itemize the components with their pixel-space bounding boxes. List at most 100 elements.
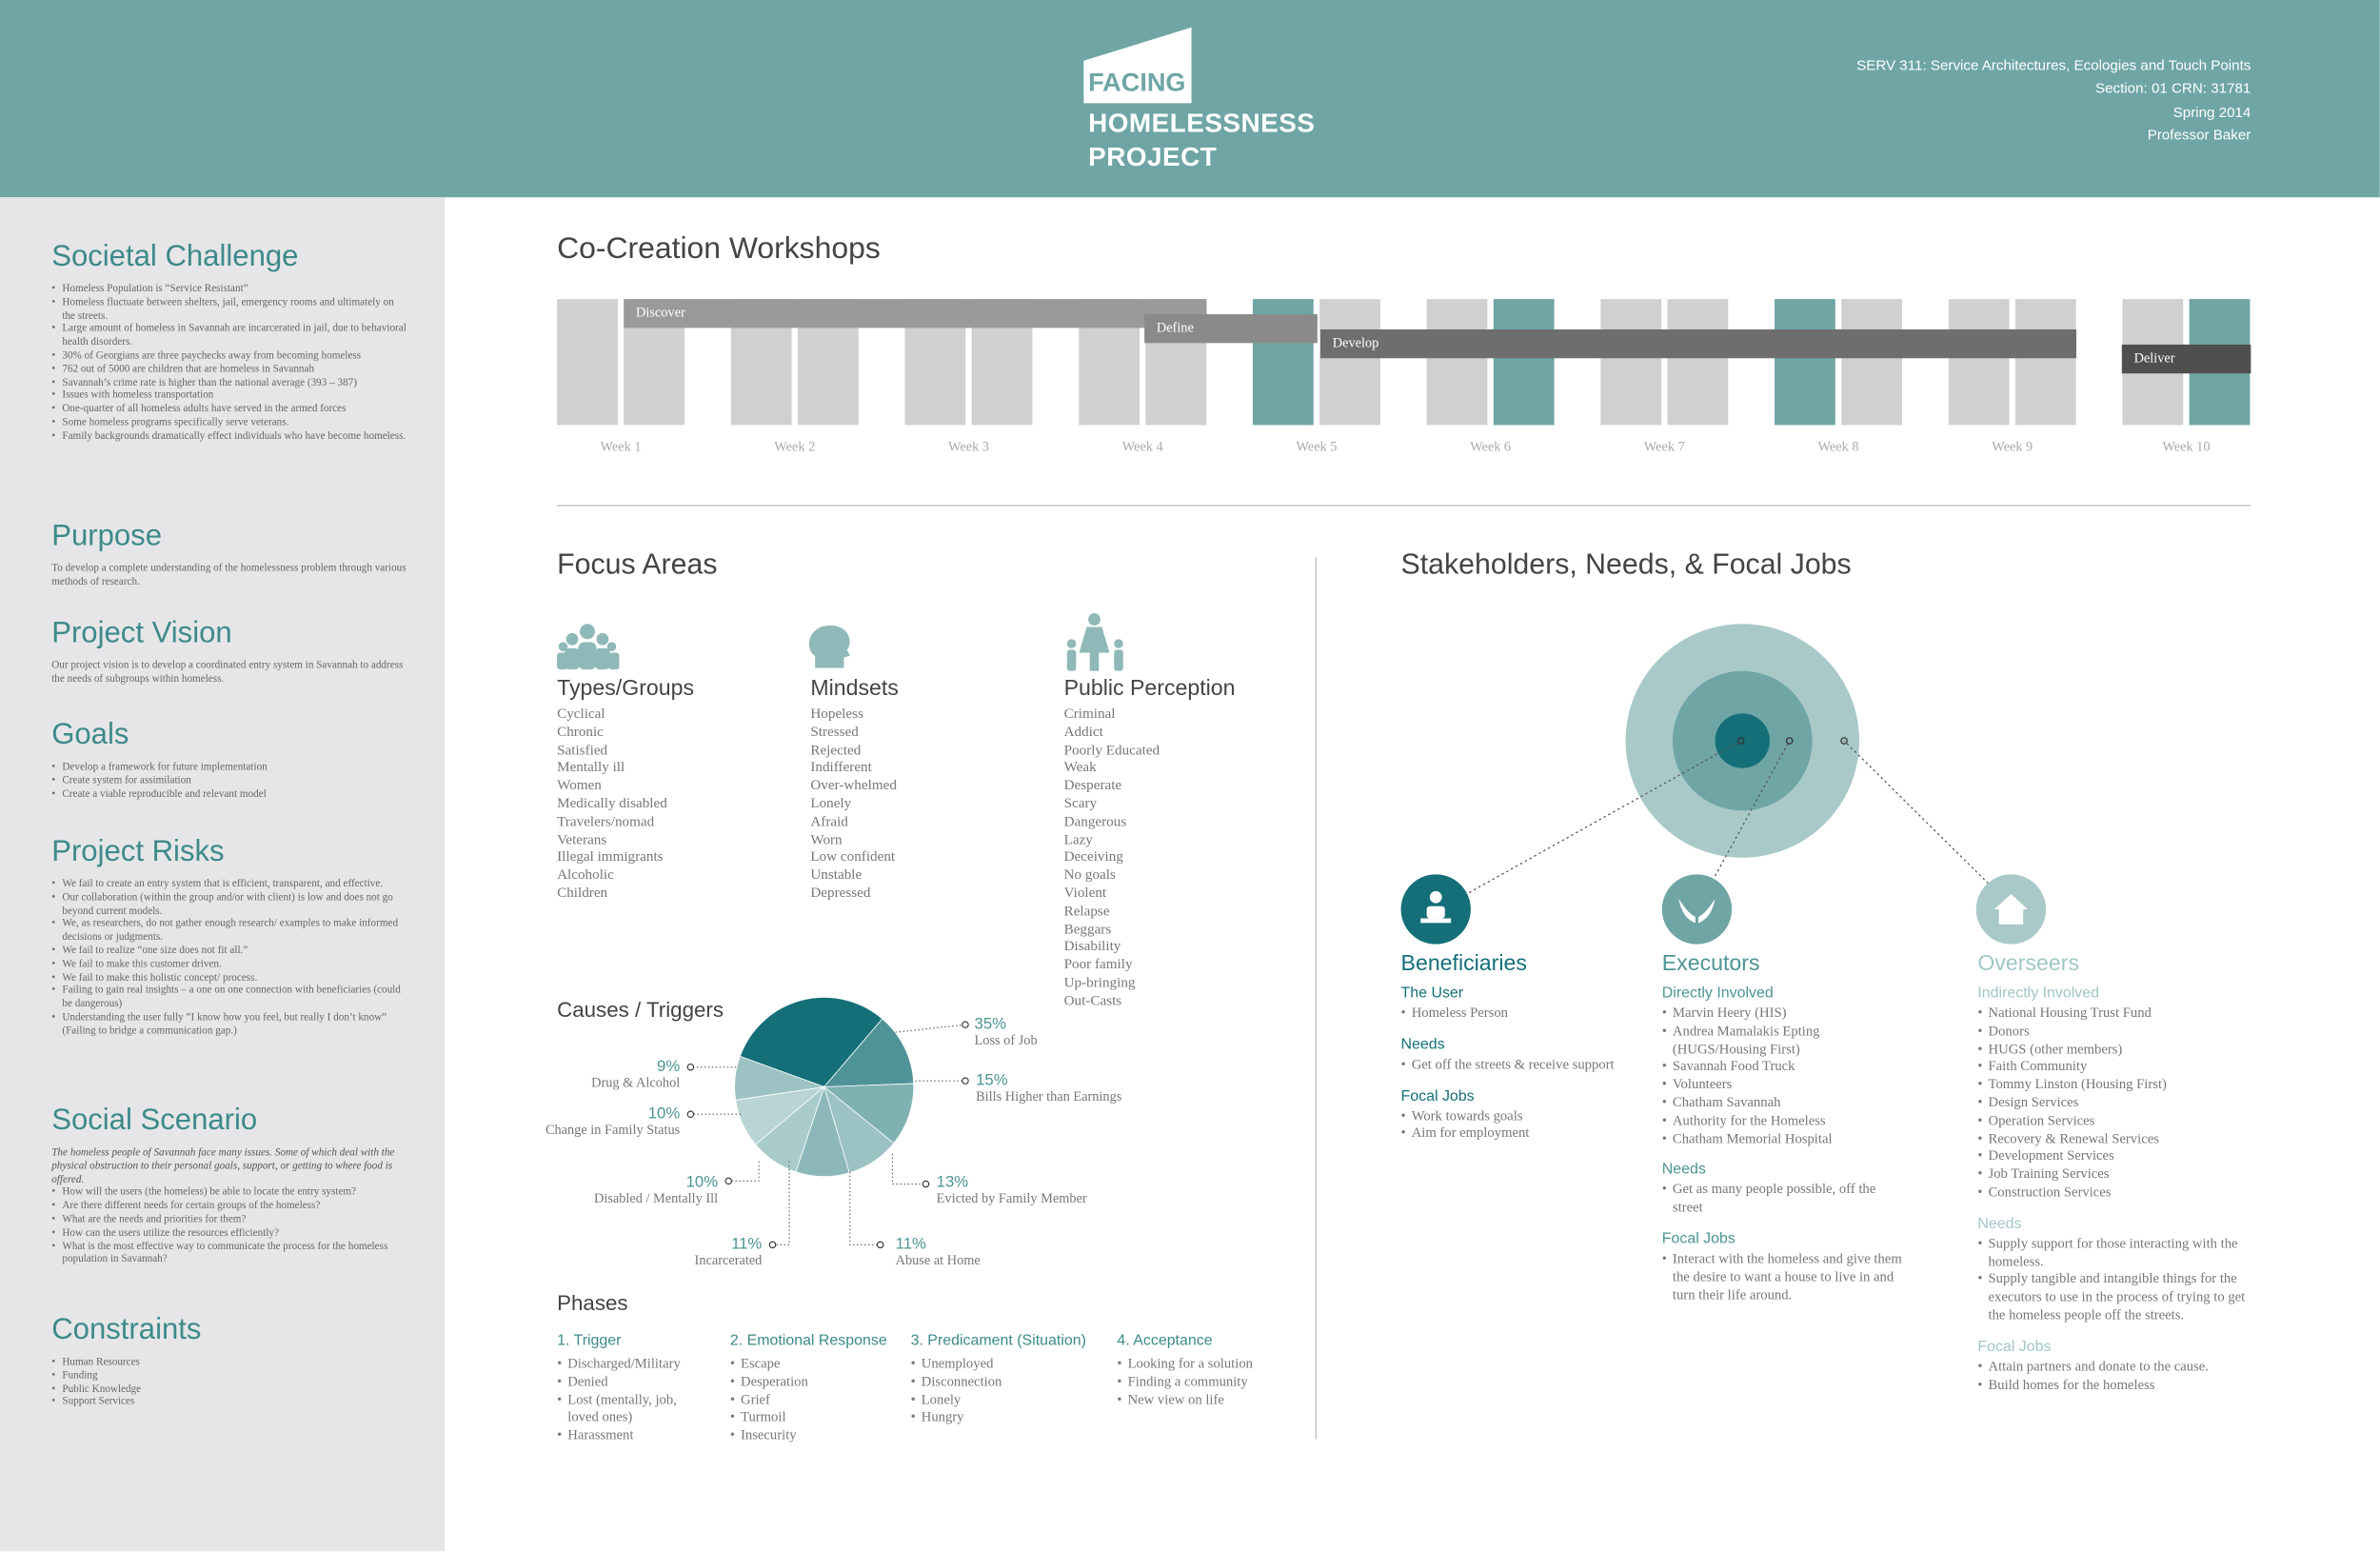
bullet: Supply support for those interacting wit… bbox=[1977, 1235, 2258, 1271]
sidebar-section: Purpose To develop a complete understandi… bbox=[51, 519, 408, 588]
category-label: Change in Family Status bbox=[545, 1123, 681, 1138]
course-info: SERV 311: Service Architectures, Ecologi… bbox=[1856, 57, 2251, 75]
bullet: Attain partners and donate to the cause. bbox=[1977, 1359, 2258, 1377]
bullet: Lonely bbox=[911, 1391, 1062, 1409]
leader-line bbox=[772, 1161, 790, 1245]
list-item: Indifferent bbox=[810, 761, 872, 777]
bullet: Family backgrounds dramatically effect i… bbox=[51, 429, 408, 443]
list-item: Women bbox=[557, 779, 602, 795]
session-bar bbox=[1775, 299, 1835, 426]
list-item: Lazy bbox=[1063, 832, 1093, 848]
intro: The homeless people of Savannah face man… bbox=[51, 1145, 395, 1185]
bullet: What is the most effective way to commun… bbox=[51, 1240, 408, 1266]
bullet: Recovery & Renewal Services bbox=[1977, 1130, 2258, 1148]
bullet: We fail to create an entry system that i… bbox=[51, 878, 408, 891]
list-item: Criminal bbox=[1063, 706, 1116, 723]
week-label: Week 8 bbox=[1818, 440, 1859, 455]
bullet: Chatham Memorial Hospital bbox=[1662, 1130, 1905, 1148]
bullet: Get as many people possible, off the str… bbox=[1662, 1182, 1905, 1218]
bullet: Unemployed bbox=[911, 1356, 1062, 1374]
session-bar bbox=[1667, 299, 1729, 426]
list-item: Beggars bbox=[1063, 922, 1112, 938]
bullet: Insecurity bbox=[730, 1427, 882, 1445]
section-title: Constraints bbox=[51, 1313, 202, 1347]
bullet: Lost (mentally, job, loved ones) bbox=[557, 1391, 708, 1427]
bullet: Operation Services bbox=[1977, 1112, 2258, 1130]
list-item: Relapse bbox=[1063, 904, 1110, 920]
week-label: Week 4 bbox=[1122, 440, 1163, 455]
value-label: 11% bbox=[731, 1235, 762, 1253]
section-title: Societal Challenge bbox=[51, 239, 299, 273]
bullet: National Housing Trust Fund bbox=[1977, 1005, 2258, 1023]
bullet: Volunteers bbox=[1662, 1077, 1905, 1095]
bullet: Finding a community bbox=[1117, 1374, 1306, 1392]
leader-line bbox=[849, 1171, 881, 1245]
section-title: Project Vision bbox=[51, 616, 232, 650]
pie-slice bbox=[823, 1018, 915, 1087]
week-label: Week 6 bbox=[1470, 440, 1511, 455]
list-item: Addict bbox=[1063, 725, 1103, 741]
list-item: Out-Casts bbox=[1063, 993, 1122, 1009]
list-item: Lonely bbox=[810, 796, 852, 812]
bullet: 30% of Georgians are three paychecks awa… bbox=[51, 349, 408, 363]
bullet: Issues with homeless transportation bbox=[51, 389, 408, 403]
icon-hands bbox=[1678, 898, 1716, 924]
leader-dot bbox=[768, 1241, 777, 1249]
section-title: Social Scenario bbox=[51, 1104, 258, 1138]
session-bar bbox=[557, 299, 618, 426]
group-title: Needs bbox=[1400, 1036, 1445, 1054]
phase-bar bbox=[2121, 344, 2251, 374]
list-item: Deceiving bbox=[1063, 850, 1123, 866]
section-heading: Co-Creation Workshops bbox=[557, 231, 881, 267]
bullet: Failing to gain real insights – a one on… bbox=[51, 985, 408, 1011]
phase-label: Discover bbox=[636, 306, 685, 321]
list-item: Dangerous bbox=[1063, 814, 1127, 830]
phase-title: 2. Emotional Response bbox=[729, 1332, 887, 1350]
logo-word: PROJECT bbox=[1088, 141, 1218, 172]
phase-label: Define bbox=[1157, 320, 1194, 335]
group-title: Focal Jobs bbox=[1661, 1230, 1735, 1248]
bullet: Looking for a solution bbox=[1117, 1356, 1306, 1374]
column-title: Public Perception bbox=[1063, 677, 1236, 702]
bullet: Disconnection bbox=[911, 1374, 1062, 1392]
session-bar bbox=[1600, 299, 1662, 426]
category-label: Drug & Alcohol bbox=[591, 1076, 680, 1091]
leader-line bbox=[895, 1024, 966, 1033]
bullet: Andrea Mamalakis Epting (HUGS/Housing Fi… bbox=[1662, 1023, 1905, 1059]
list-item: Disability bbox=[1063, 940, 1121, 956]
group-title: Needs bbox=[1661, 1162, 1706, 1179]
bullet: Create system for assimilation bbox=[51, 774, 408, 787]
list-item: Rejected bbox=[810, 743, 862, 759]
connectors bbox=[1468, 740, 1989, 894]
group-title: Needs bbox=[1977, 1215, 2022, 1233]
week-label: Week 5 bbox=[1296, 440, 1337, 455]
section-title: Purpose bbox=[51, 519, 163, 553]
focus-column: Types/Groups Cyclical Chronic Satisfied Ment… bbox=[557, 677, 784, 905]
phase-column: 2. Emotional Response EscapeDesperationGr… bbox=[729, 1332, 887, 1445]
phase-bar bbox=[624, 299, 1207, 328]
bullet: Grief bbox=[730, 1391, 882, 1409]
stakeholder-title: Executors bbox=[1661, 951, 1760, 977]
list-item: Weak bbox=[1063, 761, 1097, 777]
week-label: Week 2 bbox=[774, 440, 815, 455]
sidebar-section: Project Risks We fail to create an entry … bbox=[51, 835, 408, 1038]
bullet: Get off the streets & receive support bbox=[1401, 1056, 1644, 1074]
icon-family bbox=[1066, 613, 1123, 671]
column-title: Mindsets bbox=[810, 677, 899, 702]
list-item: Travelers/nomad bbox=[557, 814, 655, 830]
phase-label: Develop bbox=[1333, 335, 1379, 350]
focus-column: Mindsets Hopeless Stressed Rejected Indiffer… bbox=[810, 677, 1038, 905]
phase-title: 1. Trigger bbox=[557, 1332, 622, 1350]
bullet: Design Services bbox=[1977, 1094, 2258, 1112]
session-bar bbox=[1319, 299, 1380, 426]
section-title: Project Risks bbox=[51, 834, 225, 868]
section-title: Goals bbox=[51, 718, 129, 752]
icon-user bbox=[1420, 890, 1452, 924]
bullet: Homeless Population is “Service Resistan… bbox=[51, 283, 408, 296]
bullet: Desperation bbox=[730, 1374, 882, 1392]
pie-slice bbox=[823, 1083, 915, 1144]
leader-dot bbox=[686, 1064, 695, 1071]
list-item: Desperate bbox=[1063, 779, 1122, 795]
bullet: Supply tangible and intangible things fo… bbox=[1977, 1271, 2258, 1324]
